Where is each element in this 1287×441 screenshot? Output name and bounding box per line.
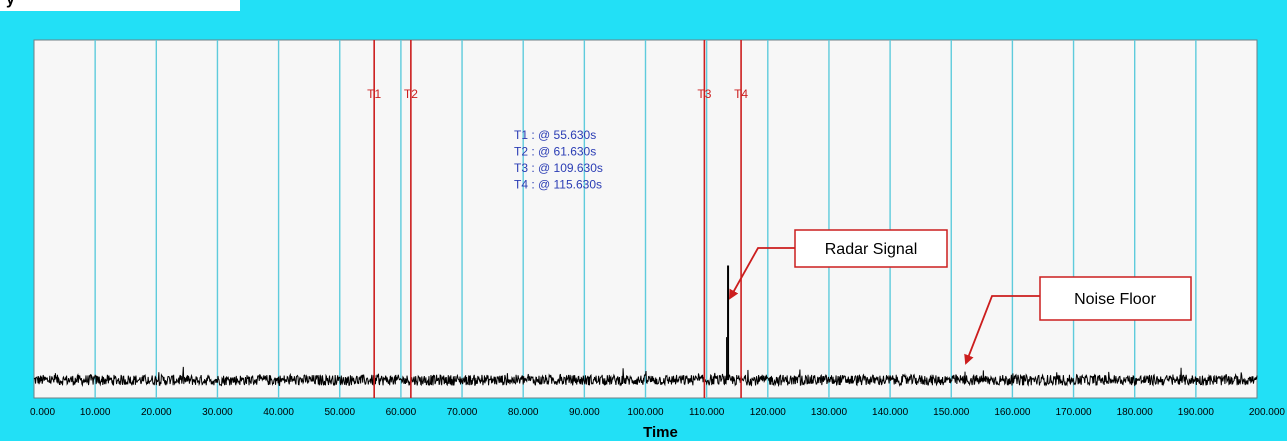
x-tick-label: 130.000 [811, 407, 848, 418]
x-tick-label: 70.000 [447, 407, 478, 418]
x-tick-label: 170.000 [1055, 407, 1092, 418]
x-tick-label: 90.000 [569, 407, 600, 418]
x-tick-label: 180.000 [1117, 407, 1154, 418]
x-tick-label: 100.000 [627, 407, 664, 418]
x-tick-label: 110.000 [689, 407, 725, 418]
noise-floor-callout-label: Noise Floor [1074, 291, 1156, 308]
x-tick-label: 50.000 [324, 407, 355, 418]
cursor-label-t1: T1 [367, 87, 381, 101]
cursor-readout: T3 : @ 109.630s [514, 161, 603, 175]
x-tick-label: 60.000 [386, 407, 417, 418]
x-tick-label: 0.000 [30, 407, 55, 418]
x-tick-label: 20.000 [141, 407, 172, 418]
cropped-title-fragment: y [0, 0, 240, 11]
radar-signal-callout-arrow [729, 247, 795, 300]
x-tick-label: 200.000 [1249, 407, 1286, 418]
radar-signal-callout-label: Radar Signal [825, 241, 918, 258]
cursor-readout: T1 : @ 55.630s [514, 128, 596, 142]
x-tick-label: 160.000 [994, 407, 1031, 418]
cursor-label-t4: T4 [734, 87, 748, 101]
noise-floor-callout-arrow [964, 295, 1040, 365]
cursor-label-t3: T3 [697, 87, 711, 101]
x-tick-label: 190.000 [1178, 407, 1215, 418]
x-tick-label: 10.000 [80, 407, 111, 418]
noise-floor-callout-box [1039, 276, 1192, 321]
cursor-readout: T2 : @ 61.630s [514, 145, 596, 159]
x-tick-label: 120.000 [750, 407, 787, 418]
x-tick-label: 40.000 [263, 407, 294, 418]
radar-signal-callout-box [794, 229, 948, 268]
cursor-label-t2: T2 [404, 87, 418, 101]
x-tick-label: 140.000 [872, 407, 909, 418]
x-tick-label: 80.000 [508, 407, 539, 418]
noise-floor-trace [33, 366, 1258, 388]
x-axis-title: Time [643, 424, 678, 441]
x-tick-label: 150.000 [933, 407, 970, 418]
cursor-readout: T4 : @ 115.630s [514, 178, 602, 192]
x-tick-label: 30.000 [202, 407, 233, 418]
